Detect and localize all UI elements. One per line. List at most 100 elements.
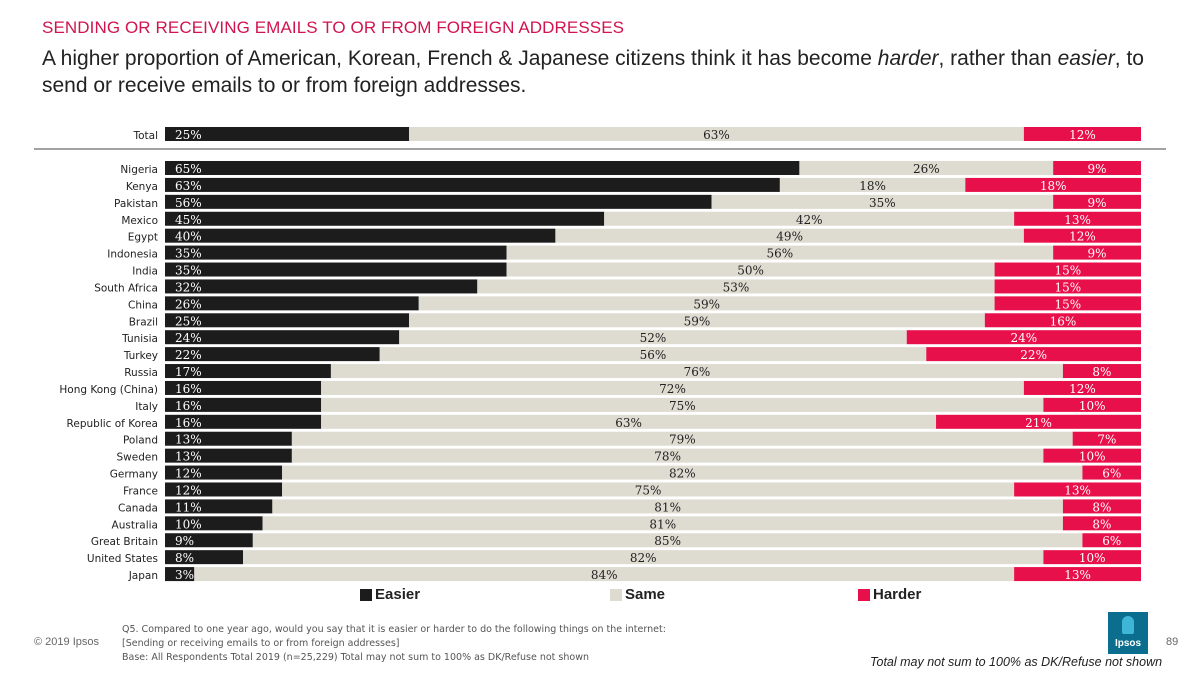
category-label-indonesia: Indonesia	[107, 249, 158, 261]
category-label-south-africa: South Africa	[94, 282, 158, 294]
bar-harder-turkey	[926, 347, 1141, 362]
bar-same-turkey	[379, 347, 927, 362]
category-label-australia: Australia	[112, 519, 158, 531]
data-label-harder-total: 12%	[1069, 128, 1096, 142]
bar-same-australia	[262, 516, 1063, 531]
data-label-easier-italy: 16%	[175, 399, 202, 413]
legend-label-same: Same	[625, 586, 666, 603]
category-label-india: India	[132, 266, 158, 278]
bar-easier-brazil	[165, 313, 409, 328]
data-label-same-russia: 76%	[684, 365, 711, 379]
bar-harder-kenya	[965, 177, 1141, 192]
logo-mark-icon	[1122, 616, 1134, 634]
data-label-same-hong-kong-china: 72%	[659, 382, 686, 396]
data-label-harder-great-britain: 6%	[1102, 534, 1121, 548]
data-label-easier-republic-of-korea: 16%	[175, 416, 202, 430]
bar-harder-germany	[1082, 465, 1141, 480]
bar-easier-kenya	[165, 177, 780, 192]
bar-easier-nigeria	[165, 161, 800, 175]
bar-same-japan	[194, 567, 1015, 582]
legend-label-easier: Easier	[375, 586, 421, 603]
bar-harder-united-states	[1043, 550, 1141, 565]
data-label-easier-south-africa: 32%	[175, 280, 202, 294]
bar-easier-poland	[165, 431, 292, 446]
data-label-harder-germany: 6%	[1102, 467, 1121, 481]
bar-easier-australia	[165, 516, 263, 531]
legend-swatch-same	[610, 588, 622, 601]
bar-same-canada	[272, 499, 1063, 514]
data-label-same-egypt: 49%	[776, 230, 803, 244]
bar-harder-pakistan	[1053, 194, 1141, 209]
bar-same-germany	[282, 465, 1083, 480]
data-label-easier-germany: 12%	[175, 467, 202, 481]
headline-part: , rather than	[938, 47, 1058, 70]
category-label-germany: Germany	[110, 469, 158, 481]
data-label-same-poland: 79%	[669, 433, 696, 447]
bar-easier-mexico	[165, 211, 605, 226]
data-label-same-india: 50%	[737, 264, 764, 278]
bar-same-united-states	[243, 550, 1044, 565]
category-label-total: Total	[132, 130, 158, 142]
category-label-brazil: Brazil	[129, 316, 158, 328]
data-label-harder-mexico: 13%	[1064, 213, 1091, 227]
footnote-line: Base: All Respondents Total 2019 (n=25,2…	[122, 652, 589, 663]
sum-note: Total may not sum to 100% as DK/Refuse n…	[870, 655, 1163, 669]
category-label-nigeria: Nigeria	[120, 164, 158, 176]
bar-harder-canada	[1062, 499, 1141, 514]
bar-easier-japan	[165, 567, 195, 582]
bar-same-china	[418, 296, 995, 311]
data-label-harder-poland: 7%	[1097, 433, 1116, 447]
bar-harder-india	[994, 262, 1141, 277]
data-label-same-tunisia: 52%	[640, 331, 667, 345]
data-label-easier-canada: 11%	[175, 500, 202, 514]
bar-same-south-africa	[477, 279, 995, 294]
bar-easier-great-britain	[165, 533, 253, 548]
bar-same-brazil	[409, 313, 985, 328]
bar-same-tunisia	[399, 330, 907, 345]
bar-harder-russia	[1062, 364, 1141, 379]
data-label-harder-tunisia: 24%	[1011, 331, 1038, 345]
data-label-same-indonesia: 56%	[767, 247, 794, 261]
data-label-easier-tunisia: 24%	[175, 331, 202, 345]
data-label-same-republic-of-korea: 63%	[615, 416, 642, 430]
headline-emphasis-easier: easier	[1057, 47, 1115, 70]
data-label-same-mexico: 42%	[796, 213, 823, 227]
category-label-russia: Russia	[124, 367, 158, 379]
data-label-same-united-states: 82%	[630, 551, 657, 565]
footnote-line: Q5. Compared to one year ago, would you …	[122, 624, 666, 635]
bar-same-mexico	[604, 211, 1015, 226]
bar-same-russia	[330, 364, 1063, 379]
category-label-italy: Italy	[135, 401, 158, 413]
data-label-easier-australia: 10%	[175, 517, 202, 531]
category-label-republic-of-korea: Republic of Korea	[67, 418, 158, 430]
category-label-poland: Poland	[123, 435, 158, 447]
bar-harder-france	[1014, 482, 1141, 497]
bar-easier-egypt	[165, 228, 556, 243]
category-label-great-britain: Great Britain	[91, 536, 158, 548]
bar-easier-china	[165, 296, 419, 311]
bar-easier-hong-kong-china	[165, 380, 322, 395]
data-label-easier-egypt: 40%	[175, 230, 202, 244]
bar-easier-germany	[165, 465, 283, 480]
headline-part: , to send or receive emails to or from f…	[42, 47, 1144, 97]
data-label-easier-total: 25%	[175, 128, 202, 142]
data-label-harder-japan: 13%	[1064, 568, 1091, 582]
headline-part: A higher proportion of American, Korean,…	[42, 47, 878, 70]
bar-easier-russia	[165, 364, 331, 379]
category-label-canada: Canada	[118, 502, 158, 514]
data-label-same-france: 75%	[635, 483, 662, 497]
bar-easier-sweden	[165, 448, 292, 463]
category-label-egypt: Egypt	[128, 232, 158, 244]
legend-label-harder: Harder	[873, 586, 922, 603]
data-label-easier-sweden: 13%	[175, 450, 202, 464]
bar-same-poland	[291, 431, 1073, 446]
bar-harder-sweden	[1043, 448, 1141, 463]
data-label-easier-brazil: 25%	[175, 314, 202, 328]
data-label-same-italy: 75%	[669, 399, 696, 413]
bar-same-italy	[321, 397, 1044, 412]
data-label-easier-nigeria: 65%	[175, 162, 202, 176]
bar-harder-tunisia	[906, 330, 1141, 345]
data-label-easier-india: 35%	[175, 264, 202, 278]
data-label-easier-russia: 17%	[175, 365, 202, 379]
category-label-turkey: Turkey	[123, 350, 158, 362]
